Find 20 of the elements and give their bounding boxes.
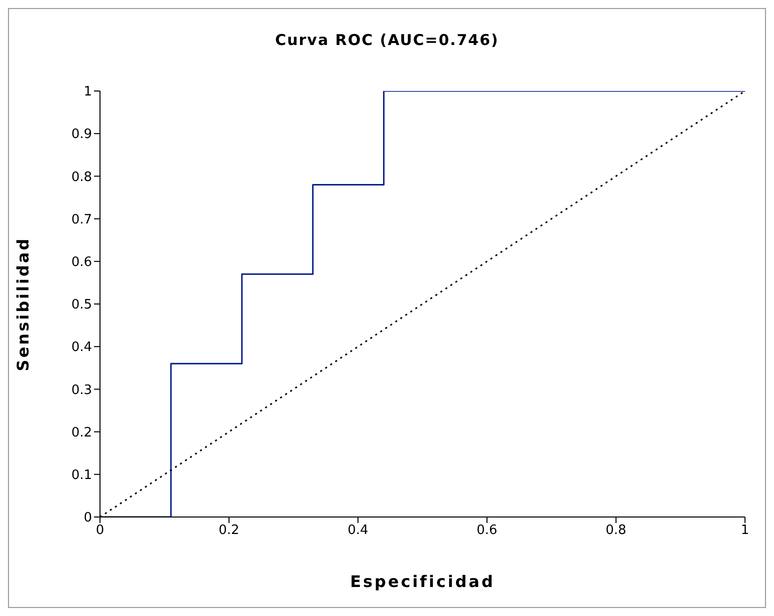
- y-tick-label: 0.8: [71, 170, 92, 185]
- y-axis-title: Sensibilidad: [14, 236, 33, 372]
- x-tick-label: 0.2: [218, 523, 240, 538]
- x-tick-label: 0.6: [476, 523, 498, 538]
- y-tick-label: 0: [84, 510, 92, 526]
- y-tick-label: 0.1: [71, 468, 92, 484]
- y-tick-label: 0.9: [71, 127, 92, 142]
- y-tick-label: 0.3: [71, 382, 92, 398]
- x-tick-label: 0.4: [348, 523, 368, 538]
- x-tick-label: 0.8: [606, 523, 626, 538]
- y-tick-label: 0.4: [71, 340, 92, 356]
- x-tick-label: 0: [96, 523, 104, 538]
- x-tick-label: 1: [740, 523, 750, 538]
- y-tick-label: 1: [84, 84, 92, 100]
- chart-title: Curva ROC (AUC=0.746): [274, 31, 500, 49]
- y-tick-label: 0.6: [71, 255, 92, 270]
- y-tick-label: 0.5: [71, 298, 92, 313]
- y-tick-label: 0.2: [71, 425, 92, 440]
- x-axis-title: Especificidad: [350, 572, 495, 591]
- y-tick-label: 0.7: [71, 212, 92, 228]
